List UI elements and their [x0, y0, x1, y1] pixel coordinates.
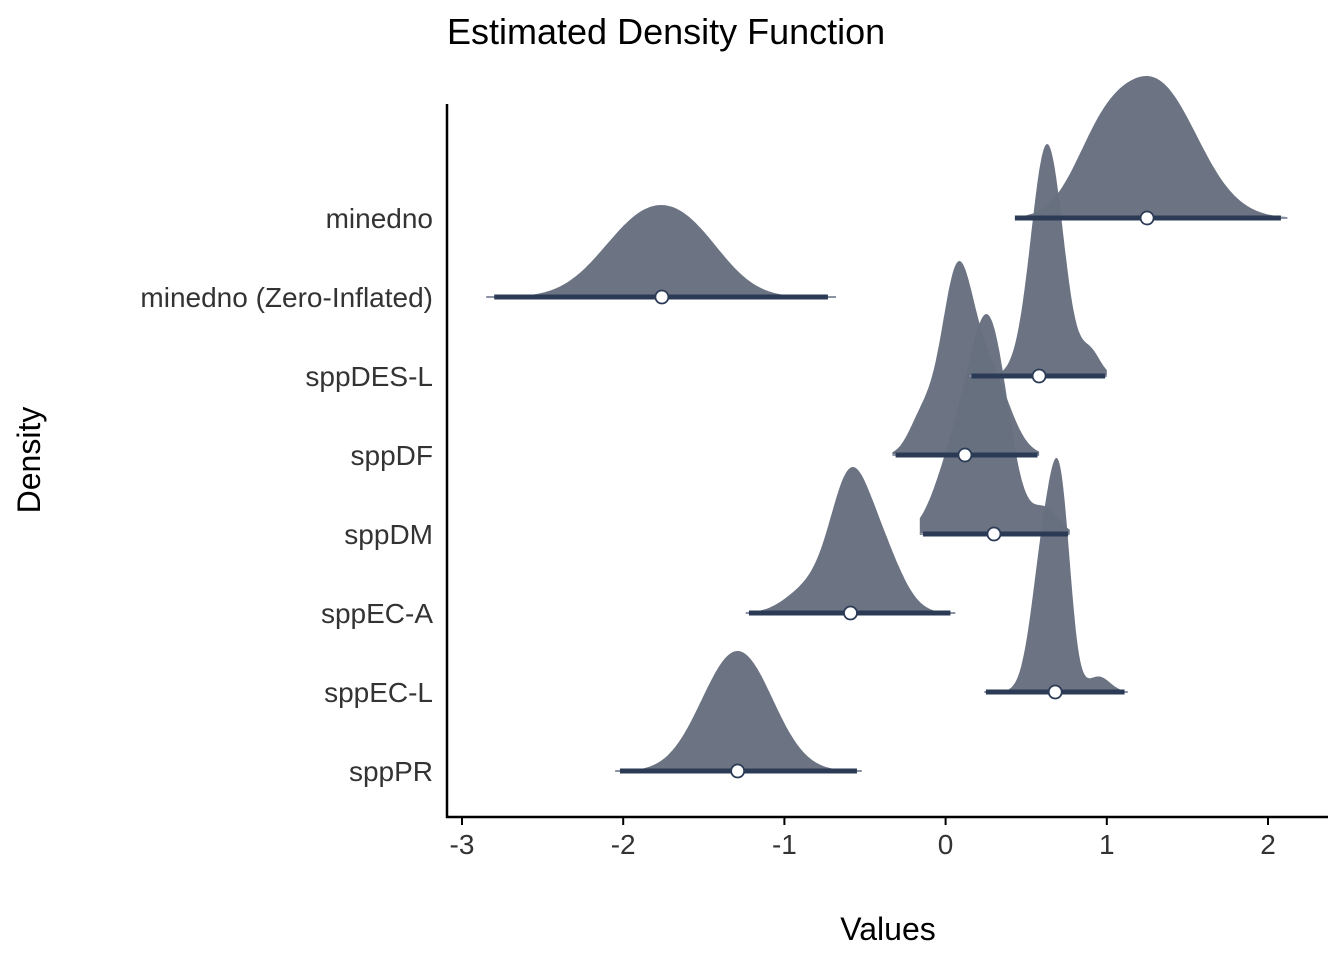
median-point [986, 526, 1002, 542]
y-tick-label: sppEC-L [324, 677, 433, 708]
density-curve [969, 144, 1107, 376]
median-point [1031, 368, 1047, 384]
y-tick-label: sppPR [349, 756, 433, 787]
x-axis-title: Values [840, 911, 935, 947]
x-tick-label: -2 [611, 829, 636, 860]
median-point [654, 289, 670, 305]
density-curve [984, 458, 1128, 692]
y-tick-labels: minedno minedno (Zero-Inflated) sppDES-L sp… [140, 203, 433, 787]
y-tick-label: sppDES-L [305, 361, 433, 392]
median-point [730, 763, 746, 779]
median-point [1047, 684, 1063, 700]
chart-title: Estimated Density Function [447, 11, 885, 52]
y-tick-label: sppDF [351, 440, 433, 471]
median-point [843, 605, 858, 621]
median-point [957, 447, 973, 463]
x-tick-label: 1 [1099, 829, 1115, 860]
density-curve [615, 651, 862, 771]
y-tick-label: minedno (Zero-Inflated) [140, 282, 433, 313]
y-tick-label: minedno [326, 203, 433, 234]
axes [445, 104, 1328, 819]
median-point [1139, 210, 1155, 226]
plot-area [486, 76, 1288, 779]
x-tick-label: -1 [772, 829, 797, 860]
y-axis-title: Density [11, 407, 47, 514]
y-tick-label: sppEC-A [321, 598, 433, 629]
y-tick-label: sppDM [344, 519, 433, 550]
density-curve [486, 205, 836, 297]
density-curve [745, 467, 956, 613]
density-curve [919, 314, 1070, 534]
density-curve [1014, 76, 1288, 218]
x-tick-label: 0 [938, 829, 954, 860]
x-tick-label: 2 [1260, 829, 1276, 860]
x-tick-label: -3 [450, 829, 475, 860]
x-ticks: -3 -2 -1 0 1 2 [450, 817, 1276, 860]
